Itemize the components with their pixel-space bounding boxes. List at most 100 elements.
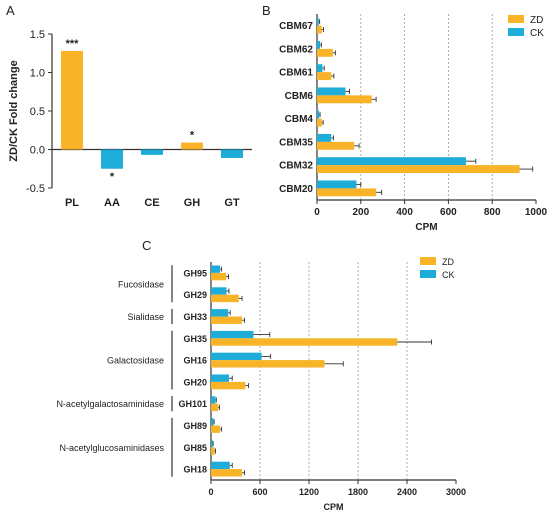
- bar-zd-cbm62: [317, 48, 333, 57]
- legend-label-ck: CK: [442, 270, 455, 280]
- group-label: N-acetylgalactosaminidase: [56, 399, 164, 409]
- category-label: GH16: [183, 356, 207, 366]
- xtick-label: 800: [484, 207, 501, 218]
- bar-ck-cbm4: [317, 110, 320, 119]
- xlabel: CPM: [415, 222, 437, 233]
- bar-ck-cbm61: [317, 64, 323, 73]
- xtick-label: 1000: [525, 207, 548, 218]
- bar-zd-cbm32: [317, 165, 520, 174]
- bar-zd-gh33: [211, 316, 243, 324]
- group-label: N-acetylglucosaminidases: [59, 443, 164, 453]
- ylabel-a: ZD/CK Fold change: [8, 60, 20, 161]
- bar-ck-gh85: [211, 439, 213, 448]
- legend-label-zd: ZD: [442, 257, 454, 267]
- bar-ck-cbm35: [317, 133, 332, 142]
- group-label: Galactosidase: [107, 356, 164, 366]
- bar-ck-cbm32: [317, 157, 466, 166]
- category-label: CBM67: [279, 21, 313, 32]
- group-label: Fucosidase: [118, 279, 164, 289]
- bar-ck-gh33: [211, 309, 229, 317]
- bar-zd-cbm20: [317, 188, 377, 197]
- bar-ck-gh20: [211, 374, 229, 382]
- bar-zd-cbm6: [317, 95, 372, 104]
- legend-swatch-ck: [420, 270, 436, 278]
- bar-zd-gh89: [211, 425, 220, 433]
- xtick-label-a: GT: [224, 197, 240, 209]
- category-label: GH29: [183, 290, 207, 300]
- category-label: GH101: [178, 399, 207, 409]
- group-label: Sialidase: [127, 312, 164, 322]
- category-label: CBM61: [279, 68, 313, 79]
- ytick-label-a: 1.5: [30, 29, 45, 41]
- xtick-label: 2400: [397, 487, 417, 497]
- bar-zd-gh35: [211, 338, 398, 346]
- bar-zd-cbm35: [317, 141, 355, 150]
- bar-zd-cbm61: [317, 72, 332, 81]
- category-label: GH89: [183, 421, 207, 431]
- xlabel: CPM: [324, 502, 344, 512]
- xtick-label: 200: [352, 207, 369, 218]
- bar-zd-gh95: [211, 272, 227, 281]
- bar-a-ce: [141, 149, 163, 155]
- bar-ck-cbm20: [317, 180, 357, 189]
- bar-zd-gh85: [211, 447, 215, 455]
- ytick-label-a: 0.5: [30, 106, 45, 118]
- bar-ck-gh29: [211, 287, 227, 295]
- category-label: CBM62: [279, 44, 313, 55]
- bar-a-pl: [61, 50, 83, 150]
- ytick-label-a: 1.0: [30, 68, 45, 80]
- category-label: GH18: [183, 465, 207, 475]
- category-label: GH85: [183, 443, 207, 453]
- bar-zd-gh16: [211, 360, 325, 368]
- bar-zd-gh101: [211, 403, 219, 412]
- bar-a-gt: [221, 149, 243, 158]
- legend-label-zd: ZD: [530, 15, 543, 26]
- legend-swatch-ck: [508, 28, 524, 36]
- bar-ck-gh101: [211, 396, 216, 404]
- significance-mark: *: [110, 171, 115, 183]
- legend-swatch-zd: [508, 15, 524, 23]
- xtick-label: 1200: [299, 487, 319, 497]
- bar-zd-gh20: [211, 381, 246, 390]
- xtick-label-a: GH: [184, 197, 201, 209]
- category-label: CBM4: [285, 114, 314, 125]
- category-label: CBM6: [285, 91, 314, 102]
- panel-label-b: B: [262, 3, 271, 18]
- category-label: GH95: [183, 268, 207, 278]
- category-label: GH20: [183, 377, 207, 387]
- xtick-label-a: AA: [104, 197, 120, 209]
- xtick-label: 600: [252, 487, 267, 497]
- xtick-label: 0: [208, 487, 213, 497]
- chart-c: 0 600 1200 1800 2400 3000 CPM GH95 GH29 GH33 GH35 G…: [56, 257, 466, 512]
- chart-a: -0.5 0.0 0.5 1.0 1.5 ZD/CK Fold change PL *** AA…: [8, 29, 252, 209]
- bar-ck-gh16: [211, 352, 262, 361]
- xtick-label: 400: [396, 207, 413, 218]
- xtick-label-a: PL: [65, 197, 79, 209]
- bar-ck-cbm6: [317, 87, 346, 96]
- bar-ck-cbm67: [317, 17, 319, 26]
- category-label: CBM20: [279, 184, 313, 195]
- bar-ck-cbm62: [317, 40, 321, 49]
- bar-a-aa: [101, 149, 123, 169]
- bar-zd-cbm4: [317, 118, 322, 127]
- category-label: CBM35: [279, 137, 313, 148]
- ytick-label-a: 0.0: [30, 145, 45, 157]
- legend-swatch-zd: [420, 257, 436, 265]
- bar-zd-gh18: [211, 469, 243, 477]
- significance-mark: *: [190, 130, 195, 142]
- bar-zd-gh29: [211, 294, 239, 303]
- xtick-label-a: CE: [144, 197, 159, 209]
- significance-mark: ***: [66, 38, 80, 50]
- xtick-label: 0: [314, 207, 320, 218]
- bar-ck-gh89: [211, 418, 214, 426]
- bar-ck-gh35: [211, 330, 254, 339]
- panel-label-a: A: [6, 3, 15, 18]
- chart-b: 0 200 400 600 800 1000 CPM CBM67 CBM62 CBM61 CBM6 C…: [279, 14, 548, 233]
- bar-a-gh: [181, 142, 203, 150]
- ytick-label-a: -0.5: [26, 183, 45, 195]
- panel-label-c: C: [142, 238, 151, 253]
- category-label: CBM32: [279, 161, 313, 172]
- xtick-label: 3000: [446, 487, 466, 497]
